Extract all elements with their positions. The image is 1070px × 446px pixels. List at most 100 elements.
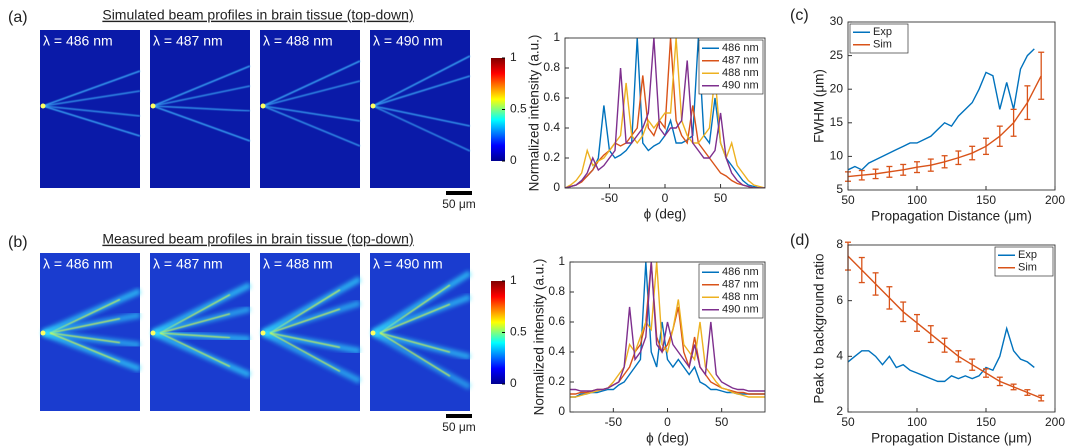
beam-core [49,332,121,344]
beam-origin [260,330,266,336]
y-tick-label: 0.8 [548,284,565,298]
beam-image [370,253,472,411]
colorbar-tick-label: 0 [510,376,517,390]
beam-core [159,332,231,368]
beam [151,282,252,336]
beam [42,90,141,107]
x-tick-label: 100 [907,193,927,207]
beam [41,330,142,372]
beam [371,270,472,336]
x-axis-label: ϕ (deg) [644,207,687,222]
beam [262,60,361,107]
image-background [370,253,470,411]
axes-frame [847,21,1056,191]
beam [261,330,362,384]
row-title: Simulated beam profiles in brain tissue … [102,7,413,23]
beam [262,105,361,122]
wavelength-label: λ = 488 nm [263,33,333,49]
beam-origin [260,103,266,109]
beam [42,105,141,117]
beam [42,70,141,107]
beam-core [269,332,341,349]
axes-frame [564,37,766,189]
colorbar-tick-label: 0.5 [510,102,527,116]
wavelength-label: λ = 490 nm [373,33,443,49]
panel-label: (c) [790,7,809,24]
legend-label: Sim [1018,262,1037,274]
legend-label: 490 nm [722,304,759,316]
x-axis-label: ϕ (deg) [646,431,689,446]
legend-box [849,23,909,54]
beam-core [159,313,231,334]
beam-core [49,317,121,334]
colorbar-tick-label: 1 [510,273,517,287]
y-tick-label: 0.2 [548,374,565,388]
y-tick-label: 6 [836,293,843,307]
x-tick-label: 150 [976,415,996,429]
image-background [40,30,140,188]
colorbar-tick-label: 0.5 [510,325,527,339]
legend-label: 488 nm [722,67,759,79]
y-axis-label: Peak to background ratio [812,253,827,403]
image-background [260,30,360,188]
data-line [570,262,765,392]
y-tick-label: 0.8 [543,60,560,74]
beam-image [260,253,362,411]
wavelength-label: λ = 490 nm [373,256,443,272]
beam-origin [40,330,46,336]
legend-label: Exp [1018,249,1037,261]
beam-origin [370,330,376,336]
scale-bar-label: 50 μm [442,420,476,434]
legend-label: 490 nm [722,80,759,92]
beam-core [379,332,451,377]
data-line [565,38,765,188]
y-tick-label: 1 [558,254,565,268]
beam-origin [40,103,46,109]
y-tick-label: 0.4 [543,120,560,134]
beam-origin [150,330,156,336]
x-axis-label: Propagation Distance (μm) [871,431,1032,446]
y-tick-label: 1 [553,30,560,44]
legend-label: 486 nm [722,266,759,278]
beam [42,105,141,137]
y-tick-label: 0.4 [548,344,565,358]
wavelength-label: λ = 486 nm [43,33,113,49]
y-tick-label: 0.6 [548,314,565,328]
y-tick-label: 4 [836,349,843,363]
beam-image [40,30,141,188]
x-tick-label: 50 [841,193,855,207]
wavelength-label: λ = 486 nm [43,256,113,272]
scale-bar-label: 50 μm [442,197,476,211]
colorbar [491,281,505,384]
row-title: Measured beam profiles in brain tissue (… [102,231,413,247]
beam [371,294,472,336]
y-tick-label: 10 [830,149,844,163]
beam [41,288,142,336]
beam [372,75,471,107]
beam-image [370,30,471,188]
y-tick-label: 0.2 [543,150,560,164]
y-axis-label: Normalized intensity (a.u.) [527,35,542,192]
beam [152,85,251,107]
axes-frame [847,244,1056,413]
y-tick-label: 20 [830,81,844,95]
panel-label: (a) [8,9,28,26]
panel-label: (d) [790,232,810,249]
x-axis-label: Propagation Distance (μm) [871,209,1032,224]
x-tick-label: 100 [907,415,927,429]
beam [372,55,471,107]
beam-core [49,332,121,363]
legend-label: 488 nm [722,291,759,303]
y-tick-label: 0.6 [543,90,560,104]
x-tick-label: 0 [664,415,671,429]
beam-image [150,253,252,411]
legend-label: Sim [873,39,892,51]
y-tick-label: 5 [836,182,843,196]
beam [152,105,251,142]
x-tick-label: 50 [715,415,729,429]
data-line [848,325,1035,383]
beam-image [150,30,251,188]
beam-origin [150,103,156,109]
beam-core [269,332,341,373]
wavelength-label: λ = 487 nm [153,256,223,272]
